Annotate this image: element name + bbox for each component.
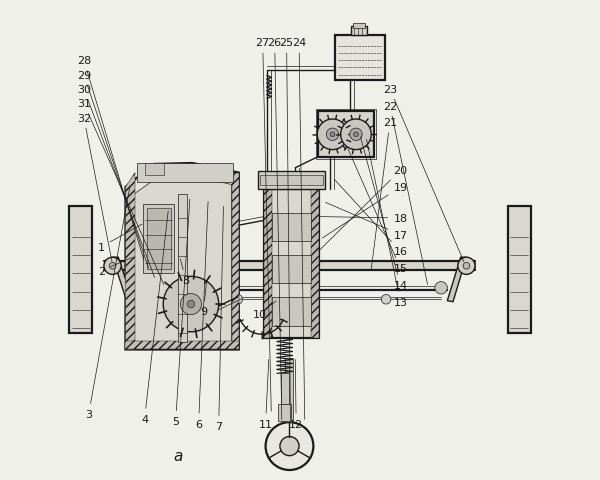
Text: 12: 12 [289, 360, 303, 429]
Text: 2: 2 [98, 258, 133, 276]
Text: 14: 14 [361, 138, 407, 290]
Bar [317, 112, 374, 157]
Bar [311, 190, 319, 338]
Text: 28: 28 [77, 56, 144, 260]
Circle shape [317, 120, 348, 150]
Text: 11: 11 [259, 360, 272, 429]
Bar [147, 208, 171, 270]
Text: 26: 26 [268, 38, 282, 420]
Circle shape [163, 277, 219, 332]
Text: 32: 32 [77, 113, 112, 262]
Polygon shape [447, 258, 466, 302]
Text: 6: 6 [195, 202, 208, 429]
Text: 21: 21 [371, 118, 397, 271]
Circle shape [280, 437, 299, 456]
Polygon shape [125, 164, 239, 350]
Bar [508, 206, 530, 333]
Circle shape [353, 132, 358, 137]
Text: 30: 30 [77, 84, 155, 278]
Bar [272, 255, 311, 284]
Circle shape [233, 295, 242, 304]
Text: 19: 19 [322, 182, 407, 239]
Polygon shape [125, 341, 239, 350]
Bar [264, 190, 319, 338]
Polygon shape [133, 176, 232, 343]
Circle shape [104, 258, 121, 275]
Text: 8: 8 [180, 259, 190, 286]
Bar [104, 262, 475, 271]
Text: 5: 5 [172, 200, 190, 426]
Text: 10: 10 [253, 301, 276, 319]
Text: 17: 17 [326, 203, 407, 240]
Circle shape [463, 263, 470, 270]
Bar [264, 190, 272, 338]
Polygon shape [232, 173, 239, 350]
Circle shape [129, 282, 141, 294]
Text: 31: 31 [77, 99, 164, 285]
Text: 15: 15 [348, 149, 407, 274]
Text: а: а [173, 448, 183, 463]
Bar [272, 213, 311, 242]
Text: 22: 22 [383, 101, 428, 285]
Bar [335, 36, 385, 81]
Text: 3: 3 [85, 188, 130, 419]
Circle shape [435, 282, 447, 294]
Circle shape [458, 258, 475, 275]
Text: 23: 23 [383, 84, 464, 262]
Text: 4: 4 [141, 212, 168, 424]
Text: 29: 29 [77, 71, 148, 268]
Bar [259, 172, 325, 190]
Bar [272, 297, 311, 326]
Circle shape [181, 294, 202, 315]
Polygon shape [125, 173, 135, 350]
Bar [137, 164, 233, 183]
Text: 25: 25 [280, 38, 293, 420]
Circle shape [166, 295, 176, 304]
Text: 20: 20 [319, 166, 407, 252]
Text: 13: 13 [367, 140, 407, 307]
Bar [145, 164, 164, 176]
Bar [278, 405, 291, 421]
Circle shape [326, 129, 339, 141]
Text: 9: 9 [200, 283, 207, 317]
Circle shape [266, 422, 313, 470]
Circle shape [187, 300, 195, 308]
Bar [178, 195, 187, 343]
Text: 27: 27 [256, 38, 271, 411]
Circle shape [109, 263, 116, 270]
Bar [143, 204, 174, 274]
Circle shape [341, 120, 371, 150]
Text: 16: 16 [334, 180, 407, 257]
Circle shape [330, 132, 335, 137]
Bar [70, 206, 92, 333]
Text: 18: 18 [320, 214, 407, 224]
Bar [260, 176, 323, 185]
Bar [350, 27, 367, 36]
Bar [316, 110, 376, 159]
Polygon shape [113, 258, 133, 302]
Bar [281, 373, 289, 405]
Text: 24: 24 [292, 38, 306, 420]
Text: 7: 7 [215, 207, 223, 431]
Bar [284, 358, 293, 422]
Text: 1: 1 [98, 225, 142, 252]
Bar [353, 24, 365, 29]
Circle shape [381, 295, 391, 304]
Circle shape [350, 129, 362, 141]
